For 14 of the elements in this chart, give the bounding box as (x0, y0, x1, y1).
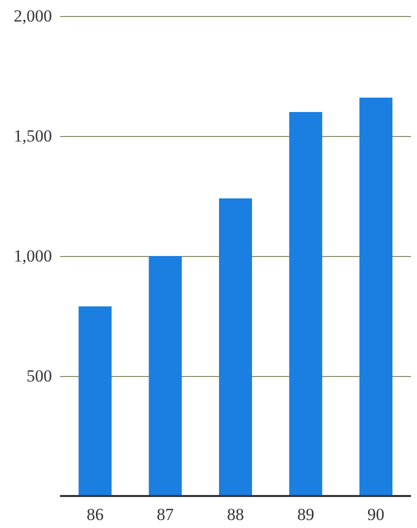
x-tick-label: 90 (367, 505, 384, 524)
x-tick-label: 89 (297, 505, 314, 524)
bar (289, 112, 322, 496)
bar (359, 98, 392, 496)
y-tick-label: 1,000 (14, 246, 52, 266)
bar (219, 198, 252, 496)
y-tick-label: 1,500 (14, 126, 52, 146)
y-tick-label: 500 (26, 366, 52, 386)
x-tick-label: 86 (86, 505, 104, 524)
x-tick-label: 88 (227, 505, 244, 524)
bar (148, 256, 182, 496)
y-tick-label: 2,000 (14, 6, 52, 26)
bar (78, 306, 112, 496)
x-tick-label: 87 (156, 505, 174, 524)
